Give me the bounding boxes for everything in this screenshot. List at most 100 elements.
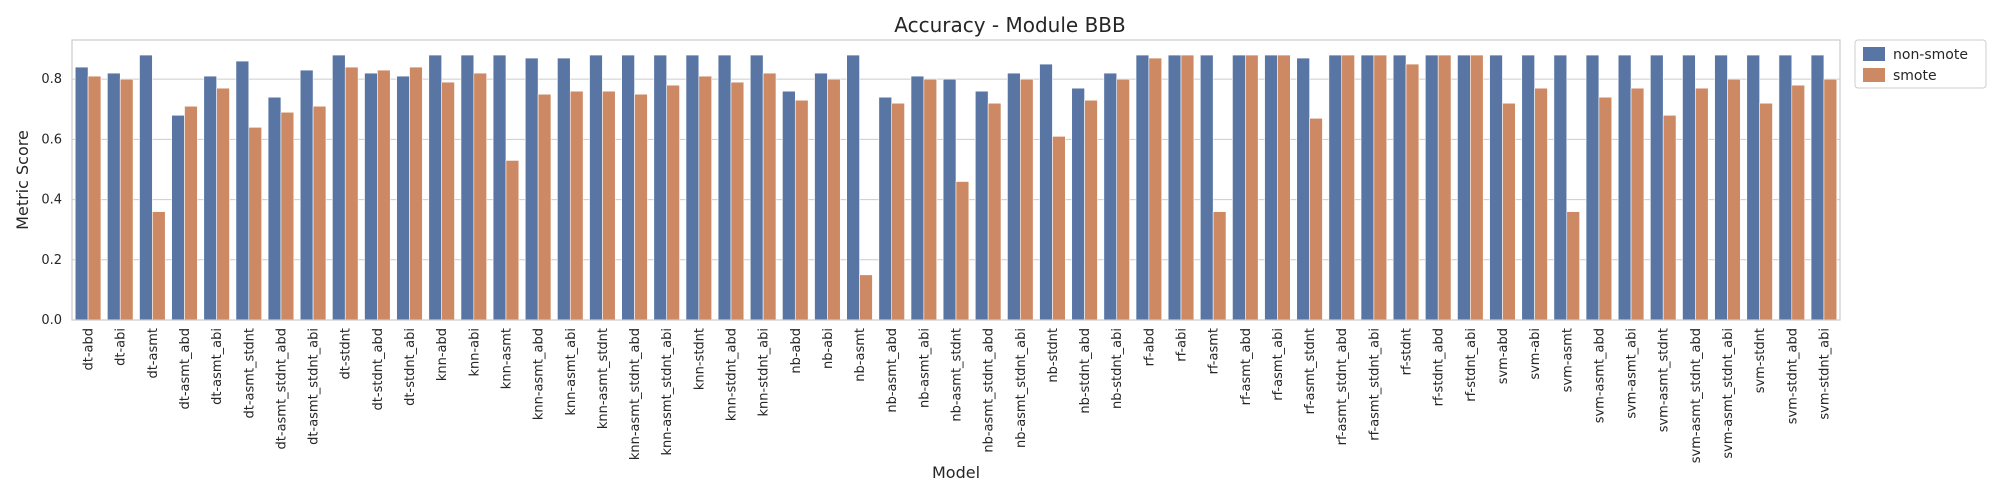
- bar-smote-nb-abi: [827, 78, 841, 321]
- x-tick-label: nb-asmt_abi: [917, 328, 932, 408]
- x-tick-label: svm-asmt: [1560, 328, 1575, 392]
- bars: [74, 54, 1838, 321]
- bar-smote-knn-asmt_abi: [569, 90, 584, 321]
- x-tick-label: knn-asmt_stdnt_abd: [628, 328, 643, 460]
- legend-swatch-non-smote: [1863, 47, 1885, 61]
- bar-smote-nb-asmt_stdnt_abd: [987, 102, 1002, 321]
- bar-non-smote-knn-stdnt_abi: [749, 54, 764, 321]
- bar-non-smote-dt-abi: [107, 72, 121, 321]
- x-tick-label: svm-asmt_abi: [1625, 328, 1640, 419]
- x-tick-label: svm-asmt_stdnt_abd: [1689, 328, 1704, 463]
- x-tick-label: nb-stdnt_abd: [1078, 328, 1093, 414]
- x-tick-label: rf-asmt_abi: [1271, 328, 1286, 401]
- bar-smote-knn-asmt_stdnt_abi: [666, 84, 680, 321]
- bar-non-smote-nb-asmt_stdnt_abd: [974, 90, 989, 321]
- x-tick-label: nb-stdnt_abi: [1110, 328, 1125, 409]
- bar-non-smote-svm-stdnt_abd: [1778, 54, 1793, 321]
- bar-smote-svm-stdnt: [1759, 102, 1773, 321]
- bar-non-smote-nb-stdnt_abi: [1103, 72, 1118, 321]
- bar-smote-rf-asmt_abi: [1277, 54, 1291, 321]
- bar-smote-rf-asmt_stdnt: [1309, 117, 1323, 321]
- bar-smote-nb-asmt_stdnt_abi: [1019, 78, 1034, 321]
- bar-smote-dt-asmt_abd: [184, 105, 198, 321]
- bar-smote-svm-asmt: [1566, 211, 1580, 321]
- bar-smote-nb-abd: [794, 99, 809, 321]
- bar-non-smote-nb-asmt_stdnt_abi: [1007, 72, 1021, 321]
- y-tick-label: 0.0: [41, 313, 62, 328]
- x-tick-label: knn-asmt_stdnt: [596, 328, 611, 429]
- x-tick-label: rf-stdnt_abi: [1464, 328, 1479, 402]
- bar-smote-knn-asmt_abd: [537, 93, 552, 321]
- x-tick-label: rf-asmt_abd: [1239, 328, 1254, 405]
- legend-label-non-smote: non-smote: [1893, 47, 1968, 63]
- x-tick-label: rf-abi: [1175, 328, 1190, 362]
- bar-smote-dt-asmt: [152, 211, 166, 321]
- bar-smote-dt-asmt_abi: [216, 87, 230, 321]
- bar-non-smote-rf-asmt_stdnt_abd: [1328, 54, 1343, 321]
- bar-non-smote-knn-asmt_abi: [557, 57, 571, 321]
- legend-box: [1854, 39, 1987, 89]
- x-tick-label: svm-stdnt_abi: [1817, 328, 1832, 420]
- bar-smote-dt-asmt_stdnt: [248, 127, 262, 321]
- x-tick-label: nb-asmt: [853, 328, 868, 382]
- bar-smote-knn-abd: [441, 81, 455, 321]
- x-tick-label: dt-asmt_stdnt_abi: [307, 328, 322, 445]
- bar-non-smote-knn-asmt_stdnt_abd: [621, 54, 635, 321]
- bar-non-smote-dt-stdnt_abd: [364, 72, 378, 321]
- bar-smote-svm-abi: [1534, 87, 1548, 321]
- y-tick-label: 0.4: [41, 193, 62, 208]
- legend: non-smote smote: [1854, 39, 1987, 89]
- x-tick-label: knn-stdnt_abd: [724, 328, 739, 421]
- bar-smote-knn-stdnt_abd: [730, 81, 745, 321]
- x-tick-label: dt-asmt_stdnt_abd: [274, 328, 289, 449]
- x-tick-label: svm-stdnt: [1753, 328, 1768, 393]
- bar-non-smote-svm-abi: [1521, 54, 1535, 321]
- x-tick-label: nb-asmt_abd: [885, 328, 900, 413]
- bar-non-smote-dt-asmt_stdnt_abi: [299, 69, 314, 321]
- x-tick-label: nb-abd: [789, 328, 804, 374]
- x-tick-label: knn-asmt: [499, 328, 514, 389]
- bar-smote-dt-asmt_stdnt_abd: [280, 111, 295, 321]
- x-tick-label: dt-asmt: [146, 328, 161, 379]
- x-tick-label: dt-asmt_abd: [178, 328, 193, 410]
- x-tick-label: rf-asmt_stdnt: [1303, 328, 1318, 414]
- bar-smote-rf-stdnt: [1405, 63, 1420, 321]
- bar-smote-nb-stdnt: [1052, 136, 1066, 321]
- bar-non-smote-svm-asmt_abd: [1585, 54, 1600, 321]
- bar-non-smote-rf-asmt: [1200, 54, 1214, 321]
- x-tick-label: nb-abi: [821, 328, 836, 369]
- bar-smote-dt-abi: [119, 78, 134, 321]
- bar-non-smote-svm-abd: [1489, 54, 1503, 321]
- x-tick-label: svm-asmt_stdnt: [1657, 328, 1672, 432]
- bar-smote-svm-asmt_stdnt_abd: [1695, 87, 1709, 321]
- bar-smote-knn-stdnt: [698, 75, 712, 321]
- x-tick-label: rf-asmt_stdnt_abd: [1335, 328, 1350, 445]
- y-tick-label: 0.8: [41, 72, 62, 87]
- bar-smote-rf-abi: [1180, 54, 1195, 321]
- bar-smote-svm-stdnt_abi: [1823, 78, 1838, 321]
- x-tick-label: svm-abd: [1496, 328, 1511, 384]
- bar-non-smote-dt-asmt_abd: [171, 114, 185, 321]
- legend-swatch-smote: [1863, 68, 1885, 82]
- bar-smote-svm-asmt_stdnt_abi: [1727, 78, 1741, 321]
- x-tick-label: dt-abi: [114, 328, 129, 366]
- bar-non-smote-knn-stdnt_abd: [717, 54, 732, 321]
- bar-smote-knn-asmt: [505, 160, 520, 321]
- bar-smote-dt-abd: [87, 75, 102, 321]
- y-tick-label: 0.6: [41, 132, 62, 147]
- bar-smote-nb-asmt_stdnt: [955, 181, 970, 321]
- bar-non-smote-svm-asmt_abi: [1617, 54, 1632, 321]
- bar-smote-svm-abd: [1502, 102, 1516, 321]
- bar-smote-rf-stdnt_abi: [1470, 54, 1484, 321]
- x-tick-label: svm-asmt_stdnt_abi: [1721, 328, 1736, 459]
- bar-smote-nb-stdnt_abi: [1116, 78, 1130, 321]
- bar-smote-knn-asmt_stdnt: [602, 90, 616, 321]
- bar-non-smote-svm-stdnt: [1746, 54, 1760, 321]
- x-tick-label: knn-asmt_abi: [564, 328, 579, 416]
- x-tick-label: dt-asmt_abi: [210, 328, 225, 405]
- bar-non-smote-nb-abd: [782, 90, 796, 321]
- y-tick-label: 0.2: [41, 253, 62, 268]
- x-tick-label: knn-abd: [435, 328, 450, 381]
- plot-frame: [71, 39, 1841, 321]
